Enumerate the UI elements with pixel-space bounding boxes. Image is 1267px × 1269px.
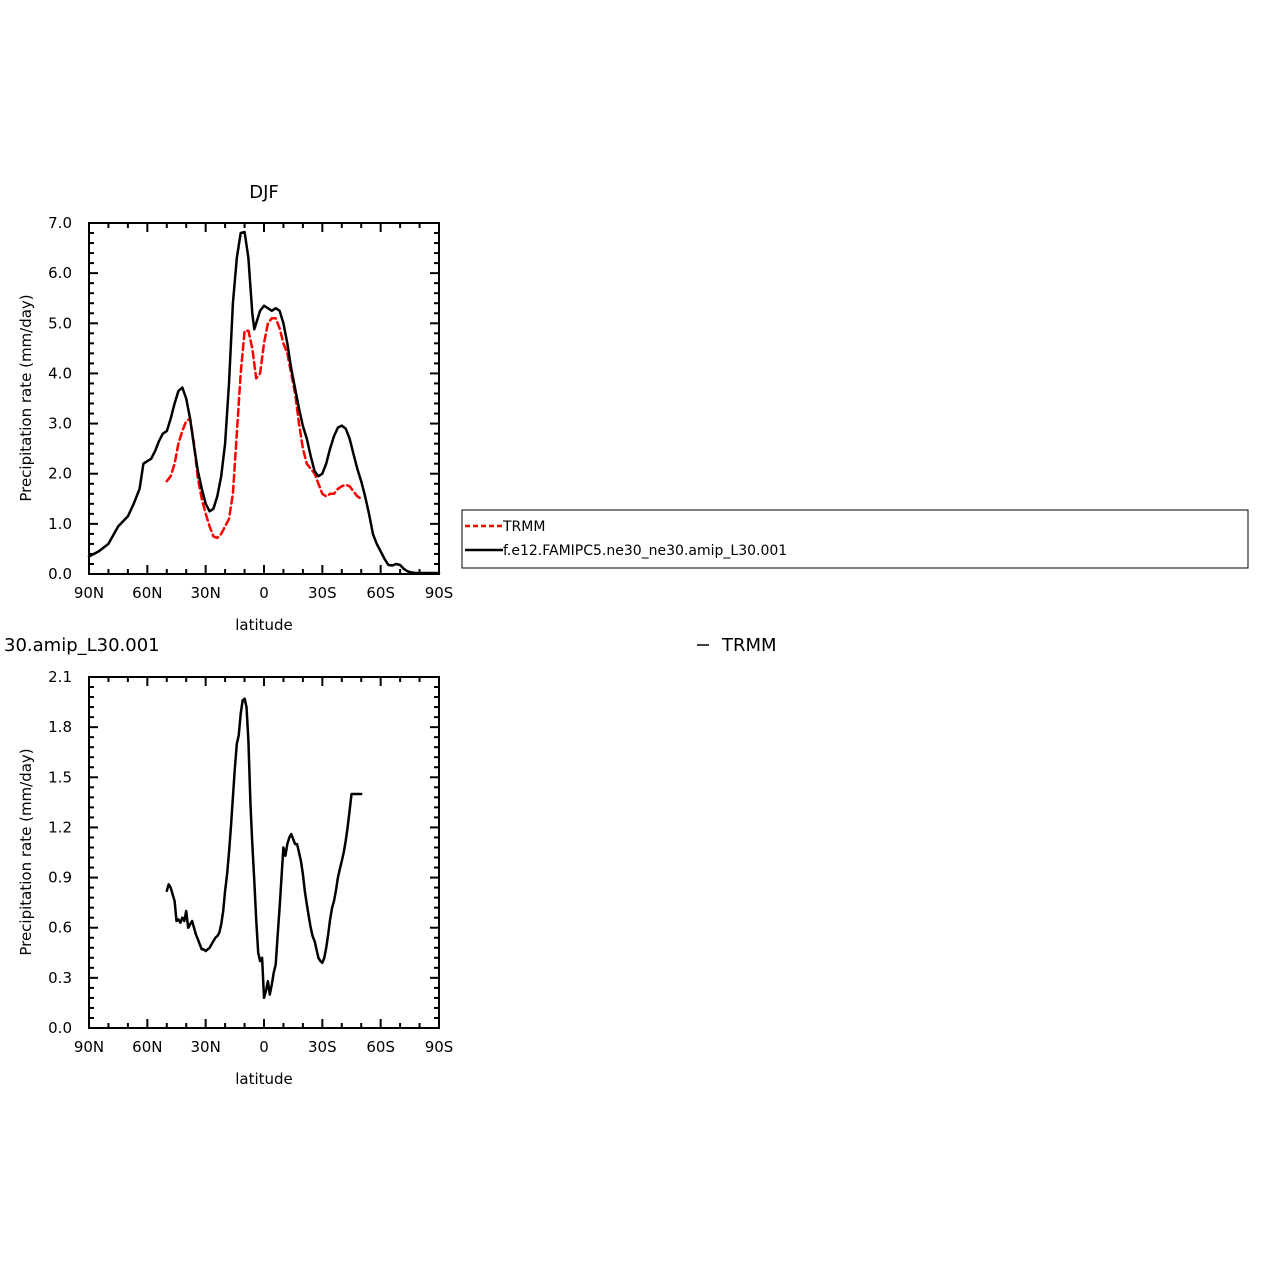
y-tick-label: 0.3 bbox=[48, 969, 72, 987]
chart-title: 30.amip_L30.001 bbox=[4, 635, 160, 656]
x-tick-label: 90S bbox=[425, 1038, 454, 1056]
x-tick-label: 60S bbox=[366, 584, 395, 602]
legend: TRMM f.e12.FAMIPC5.ne30_ne30.amip_L30.00… bbox=[461, 509, 1249, 569]
y-tick-label: 1.0 bbox=[48, 515, 72, 533]
x-tick-label: 0 bbox=[259, 1038, 269, 1056]
y-tick-label: 1.2 bbox=[48, 818, 72, 836]
y-axis-label: Precipitation rate (mm/day) bbox=[17, 748, 35, 955]
y-axis-label: Precipitation rate (mm/day) bbox=[17, 294, 35, 501]
y-tick-label: 0.9 bbox=[48, 869, 72, 887]
x-tick-label: 90S bbox=[425, 584, 454, 602]
x-axis-label: latitude bbox=[235, 616, 293, 634]
x-tick-label: 60N bbox=[132, 1038, 162, 1056]
series-line bbox=[165, 697, 363, 1000]
legend-box bbox=[461, 509, 1249, 569]
legend-label-trmm: TRMM bbox=[721, 635, 777, 656]
x-tick-label: 30N bbox=[191, 1038, 221, 1056]
axes-layer: 90N 60N 30N 0 30S 60S 90S 0.0 1.0 2.0 3.0 4.0 5.0 6.0… bbox=[48, 214, 453, 602]
x-tick-label: 60N bbox=[132, 584, 162, 602]
y-tick-label: 1.8 bbox=[48, 718, 72, 736]
y-tick-label: 6.0 bbox=[48, 264, 72, 282]
legend-label-trmm: TRMM bbox=[502, 519, 545, 535]
x-tick-label: 30S bbox=[308, 1038, 337, 1056]
y-tick-label: 1.5 bbox=[48, 768, 72, 786]
x-axis-label: latitude bbox=[235, 1070, 293, 1088]
x-tick-label: 30N bbox=[191, 584, 221, 602]
y-tick-label: 2.0 bbox=[48, 465, 72, 483]
series-layer bbox=[165, 697, 363, 1000]
series-line bbox=[165, 317, 363, 540]
x-tick-label: 30S bbox=[308, 584, 337, 602]
x-tick-label: 60S bbox=[366, 1038, 395, 1056]
legend: TRMM bbox=[697, 635, 777, 656]
y-tick-label: 4.0 bbox=[48, 364, 72, 382]
plot-frame bbox=[88, 222, 440, 575]
y-tick-label: 3.0 bbox=[48, 415, 72, 433]
y-tick-label: 0.0 bbox=[48, 565, 72, 583]
chart-title: DJF bbox=[249, 182, 279, 203]
difference-panel: 30.amip_L30.001 TRMM 90N 60N 30N 0 30S 60S 90S… bbox=[4, 635, 777, 1088]
y-tick-label: 0.0 bbox=[48, 1019, 72, 1037]
series-layer bbox=[87, 230, 441, 575]
djf-panel: DJF 90N 60N 30N 0 30S 60S 90S 0.0 1.0 2.0 3.0 4.0 5.… bbox=[17, 182, 453, 634]
legend-label-model: f.e12.FAMIPC5.ne30_ne30.amip_L30.001 bbox=[503, 543, 787, 559]
series-line bbox=[87, 230, 441, 575]
x-tick-label: 90N bbox=[74, 584, 104, 602]
x-tick-label: 0 bbox=[259, 584, 269, 602]
y-tick-label: 0.6 bbox=[48, 919, 72, 937]
y-tick-label: 5.0 bbox=[48, 314, 72, 332]
axes-layer: 90N 60N 30N 0 30S 60S 90S 0.0 0.3 0.6 0.9 1.2 1.5 1.8… bbox=[48, 668, 453, 1056]
y-tick-label: 7.0 bbox=[48, 214, 72, 232]
x-tick-label: 90N bbox=[74, 1038, 104, 1056]
y-tick-label: 2.1 bbox=[48, 668, 72, 686]
